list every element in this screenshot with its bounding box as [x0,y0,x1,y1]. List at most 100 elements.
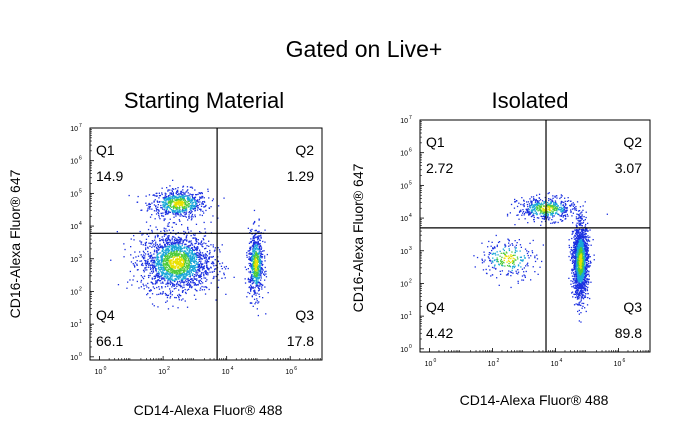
event-point [154,262,156,264]
event-point [251,252,254,254]
event-point [248,256,250,258]
event-point [562,206,565,208]
event-point [264,271,266,273]
event-point [552,214,554,216]
event-point [159,201,161,203]
event-point [544,214,546,216]
event-point [172,211,174,213]
event-point [169,189,171,191]
event-point [150,254,152,257]
event-point [182,258,184,260]
event-point [554,201,556,204]
event-point [166,282,169,284]
event-point [551,208,553,210]
event-point [187,263,189,265]
event-point [173,254,175,256]
event-point [549,204,552,207]
event-point [562,220,564,222]
event-point [181,278,183,280]
event-point [527,201,530,203]
event-point [181,266,183,269]
event-point [153,259,155,261]
event-point [538,209,541,211]
event-point [140,281,142,283]
event-point [189,208,192,210]
event-point [173,188,175,190]
event-point [185,211,188,213]
event-point [157,261,159,263]
event-point [150,260,152,262]
event-point [509,261,512,264]
event-point [178,299,180,301]
event-point [200,210,202,212]
event-point [254,253,256,255]
event-point [493,267,495,269]
event-point [168,204,170,206]
event-point [166,258,168,260]
event-point [256,275,258,278]
event-point [171,189,173,191]
event-point [198,263,200,265]
event-point [156,195,158,197]
event-point [256,274,258,276]
event-point [577,270,580,272]
event-point [516,256,519,258]
event-point [555,201,557,204]
event-point [564,197,566,199]
event-point [196,207,199,209]
event-point [189,207,192,209]
event-point [174,204,176,207]
event-point [205,254,207,256]
event-point [586,243,588,245]
event-point [180,240,182,242]
event-point [199,254,201,256]
event-point [176,190,178,193]
event-point [172,229,174,232]
event-point [173,256,176,258]
event-point [537,210,539,212]
event-point [206,255,208,257]
event-point [185,203,187,205]
event-point [254,290,256,292]
event-point [506,264,509,267]
event-point [183,264,185,266]
event-point [168,229,170,231]
event-point [156,262,158,264]
event-point [526,250,528,252]
event-point [489,260,492,262]
x-tick-label: 10 [158,369,166,376]
event-point [567,215,569,217]
event-point [137,255,140,257]
event-point [158,252,160,254]
event-point [212,215,214,217]
event-point [190,271,192,273]
event-point [152,265,154,267]
event-point [193,208,195,210]
event-point [175,258,177,260]
event-point [552,205,554,207]
event-point [253,263,255,265]
event-point [188,265,190,267]
event-point [189,209,191,211]
event-point [252,236,255,238]
event-point [251,269,254,271]
event-point [180,246,182,249]
event-point [189,286,191,288]
event-point [203,286,205,288]
event-point [489,259,491,261]
event-point [514,201,517,203]
event-point [580,223,582,225]
event-point [182,264,184,266]
event-point [531,252,534,254]
event-point [184,210,186,212]
event-point [178,207,180,209]
event-point [571,230,574,233]
event-point [176,201,178,204]
event-point [165,294,167,296]
event-point [181,197,183,199]
event-point [244,282,247,284]
event-point [169,208,171,210]
event-point [145,247,147,249]
event-point [178,289,180,291]
event-point [189,265,191,267]
